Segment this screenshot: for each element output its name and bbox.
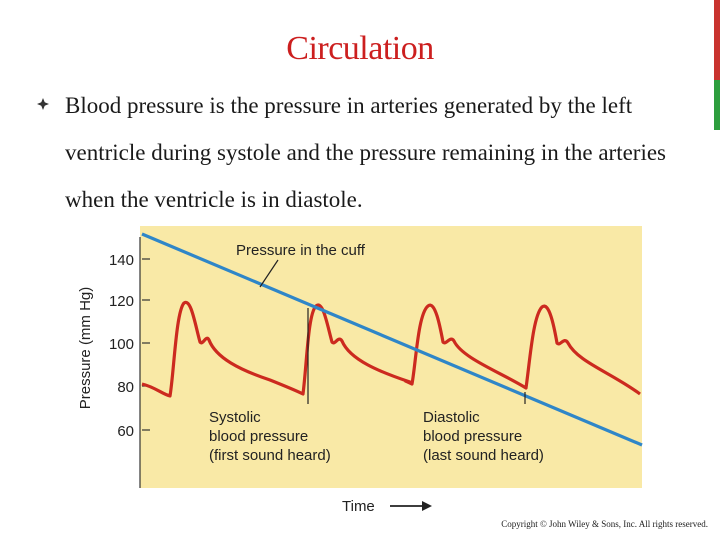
x-axis-label: Time bbox=[342, 498, 375, 515]
y-tick-100: 100 bbox=[109, 336, 134, 353]
time-arrow-icon bbox=[390, 501, 432, 511]
arterial-pressure-wave bbox=[141, 300, 641, 398]
y-tick-80: 80 bbox=[117, 379, 134, 396]
accent-green-segment bbox=[714, 80, 720, 130]
cuff-label-pointer bbox=[259, 259, 279, 288]
slide-title: Circulation bbox=[286, 30, 434, 67]
y-axis bbox=[139, 237, 150, 488]
diastolic-label-line3: (last sound heard) bbox=[423, 447, 544, 464]
copyright-notice: Copyright © John Wiley & Sons, Inc. All … bbox=[501, 519, 708, 529]
systolic-label-line1: Systolic bbox=[209, 409, 261, 426]
accent-red-segment bbox=[714, 0, 720, 80]
diamond-bullet-icon bbox=[37, 98, 49, 110]
diastolic-label-line1: Diastolic bbox=[423, 409, 480, 426]
y-tick-120: 120 bbox=[109, 293, 134, 310]
diastolic-label-line2: blood pressure bbox=[423, 428, 522, 445]
bullet-text: Blood pressure is the pressure in arteri… bbox=[65, 93, 666, 212]
systolic-label-line3: (first sound heard) bbox=[209, 447, 331, 464]
systolic-label-line2: blood pressure bbox=[209, 428, 308, 445]
cuff-pressure-label: Pressure in the cuff bbox=[236, 242, 366, 259]
y-tick-60: 60 bbox=[117, 423, 134, 440]
y-tick-140: 140 bbox=[109, 252, 134, 269]
blood-pressure-diagram: Pressure (mm Hg) 140 120 100 80 60 Press… bbox=[77, 226, 643, 515]
cuff-pressure-line bbox=[141, 232, 643, 447]
y-axis-label: Pressure (mm Hg) bbox=[77, 287, 94, 410]
slide-accent-bar bbox=[714, 0, 720, 540]
